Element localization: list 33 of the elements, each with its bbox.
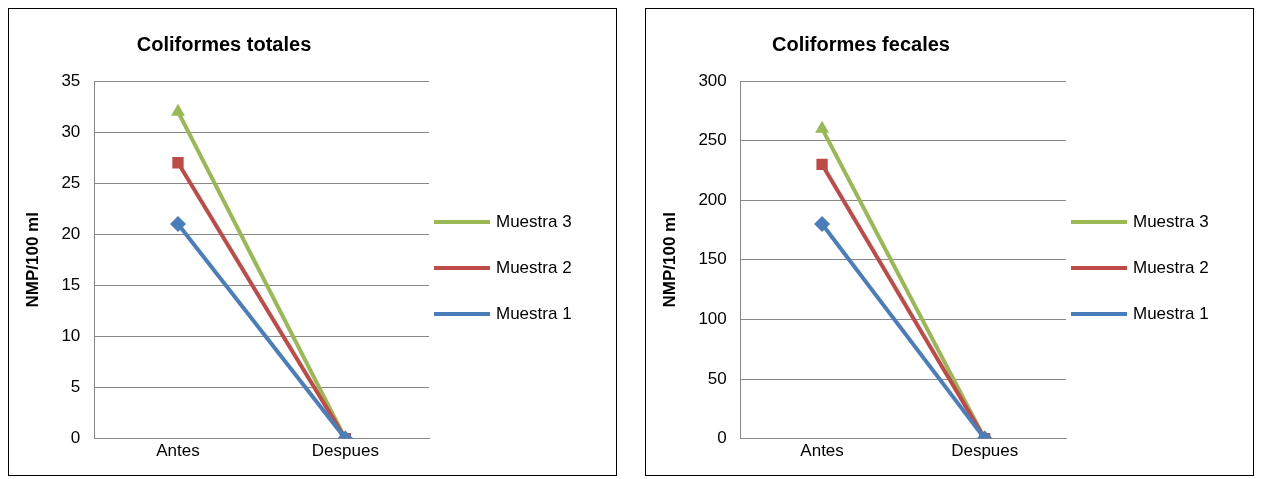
legend-label: Muestra 2 — [496, 258, 572, 278]
y-tick-label: 200 — [698, 189, 727, 209]
y-tick-label: 5 — [70, 377, 81, 397]
chart-title: Coliformes totales — [136, 32, 312, 55]
y-axis-title: NMP/100 ml — [659, 212, 679, 308]
y-tick-label: 25 — [61, 172, 81, 192]
y-tick-label: 15 — [61, 275, 81, 295]
x-tick-label: Despues — [951, 441, 1019, 461]
point — [172, 157, 184, 169]
y-tick-label: 300 — [698, 70, 727, 90]
y-tick-label: 30 — [61, 121, 81, 141]
y-tick-label: 10 — [61, 326, 81, 346]
y-tick-label: 50 — [707, 368, 727, 388]
y-tick-label: 0 — [70, 428, 81, 448]
y-tick-label: 150 — [698, 249, 727, 269]
legend-label: Muestra 1 — [496, 304, 572, 324]
chart-title: Coliformes fecales — [772, 32, 950, 55]
y-axis-title: NMP/100 ml — [22, 212, 42, 308]
point — [816, 158, 828, 171]
y-tick-label: 35 — [61, 70, 81, 90]
y-tick-label: 250 — [698, 130, 727, 150]
legend-label: Muestra 3 — [496, 212, 572, 232]
y-tick-label: 20 — [61, 223, 81, 243]
x-tick-label: Antes — [156, 441, 200, 461]
point — [814, 216, 831, 233]
x-tick-label: Antes — [800, 441, 844, 461]
point — [169, 216, 186, 233]
legend-label: Muestra 3 — [1133, 212, 1209, 232]
legend-label: Muestra 1 — [1133, 304, 1209, 324]
y-tick-label: 100 — [698, 309, 727, 329]
legend-label: Muestra 2 — [1133, 258, 1209, 278]
y-tick-label: 0 — [717, 428, 727, 448]
x-tick-label: Despues — [311, 441, 379, 461]
